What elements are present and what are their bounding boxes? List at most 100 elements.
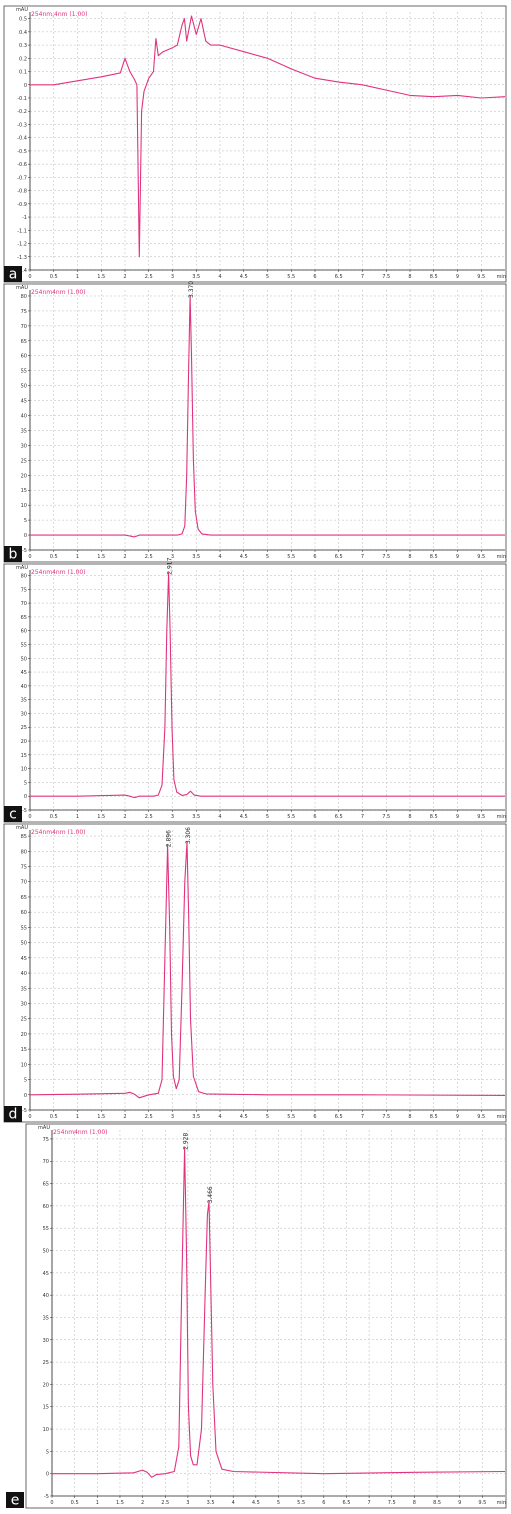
x-tick-label: 4.5 bbox=[240, 814, 248, 820]
x-tick-label: 1.5 bbox=[116, 1500, 124, 1506]
y-tick-label: 55 bbox=[21, 369, 27, 375]
x-tick-label: 1.5 bbox=[97, 274, 105, 280]
y-tick-label: 60 bbox=[21, 910, 27, 916]
x-tick-label: 9 bbox=[456, 554, 459, 560]
x-tick-label: 7 bbox=[361, 1114, 364, 1120]
y-tick-label: 25 bbox=[43, 1360, 49, 1366]
y-tick-label: 0 bbox=[46, 1472, 49, 1478]
y-tick-label: 70 bbox=[21, 601, 27, 607]
y-tick-label: 25 bbox=[21, 1017, 27, 1023]
y-tick-label: 15 bbox=[21, 753, 27, 759]
y-tick-label: -0.9 bbox=[17, 202, 27, 208]
x-tick-label: 1 bbox=[76, 1114, 79, 1120]
x-tick-label: 4.5 bbox=[240, 1114, 248, 1120]
x-tick-label: 0 bbox=[28, 1114, 31, 1120]
x-tick-label: 2 bbox=[123, 1114, 126, 1120]
x-tick-label: 8.5 bbox=[430, 554, 438, 560]
x-tick-label: 7 bbox=[361, 814, 364, 820]
y-tick-label: 50 bbox=[21, 656, 27, 662]
y-tick-label: 50 bbox=[43, 1249, 49, 1255]
x-tick-label: 7 bbox=[361, 274, 364, 280]
x-tick-label: 4.5 bbox=[240, 554, 248, 560]
x-tick-label: 3.5 bbox=[192, 554, 200, 560]
peak-label: 2.896 bbox=[166, 830, 173, 847]
panel-frame bbox=[3, 563, 507, 823]
x-tick-label: 8 bbox=[408, 1114, 411, 1120]
y-tick-label: 15 bbox=[21, 1047, 27, 1053]
y-tick-label: -5 bbox=[22, 808, 27, 814]
y-tick-label: -1.4 bbox=[17, 268, 27, 274]
x-tick-label: 6.5 bbox=[335, 814, 343, 820]
y-tick-label: 10 bbox=[43, 1427, 49, 1433]
x-tick-label: 2.5 bbox=[145, 1114, 153, 1120]
y-tick-label: -0.7 bbox=[17, 175, 27, 181]
panel-frame bbox=[3, 283, 507, 563]
series-line bbox=[30, 295, 505, 538]
y-tick-label: 40 bbox=[21, 684, 27, 690]
y-tick-label: 0 bbox=[24, 1093, 27, 1099]
y-tick-label: 40 bbox=[43, 1293, 49, 1299]
y-tick-label: 20 bbox=[21, 1032, 27, 1038]
y-tick-label: -5 bbox=[22, 548, 27, 554]
x-axis-label: min bbox=[497, 1500, 506, 1506]
x-axis-label: min bbox=[497, 274, 506, 280]
y-tick-label: 70 bbox=[21, 880, 27, 886]
x-tick-label: 0 bbox=[28, 274, 31, 280]
x-tick-label: 0.5 bbox=[50, 1114, 58, 1120]
y-tick-label: 50 bbox=[21, 384, 27, 390]
x-tick-label: 9 bbox=[456, 814, 459, 820]
x-tick-label: 1.5 bbox=[97, 814, 105, 820]
x-tick-label: 7.5 bbox=[388, 1500, 396, 1506]
x-tick-label: 0.5 bbox=[71, 1500, 79, 1506]
x-tick-label: 1 bbox=[76, 274, 79, 280]
x-tick-label: 6.5 bbox=[335, 274, 343, 280]
x-tick-label: 2.5 bbox=[145, 554, 153, 560]
y-tick-label: 70 bbox=[21, 324, 27, 330]
x-tick-label: 3.5 bbox=[207, 1500, 215, 1506]
x-tick-label: 1.5 bbox=[97, 1114, 105, 1120]
y-tick-label: 0 bbox=[24, 794, 27, 800]
y-tick-label: -0.8 bbox=[17, 189, 27, 195]
y-tick-label: -0.2 bbox=[17, 109, 27, 115]
y-tick-label: -0.3 bbox=[17, 122, 27, 128]
x-tick-label: 3 bbox=[171, 274, 174, 280]
x-tick-label: 2.5 bbox=[145, 274, 153, 280]
x-tick-label: 8.5 bbox=[433, 1500, 441, 1506]
y-tick-label: 0.4 bbox=[19, 30, 27, 36]
x-tick-label: 8 bbox=[408, 274, 411, 280]
y-tick-label: 0.5 bbox=[19, 17, 27, 23]
x-tick-label: 0.5 bbox=[50, 554, 58, 560]
y-tick-label: 45 bbox=[21, 399, 27, 405]
panel-label-box bbox=[4, 266, 22, 282]
y-tick-label: 0 bbox=[24, 83, 27, 89]
x-axis-label: min bbox=[497, 554, 506, 560]
x-tick-label: 0.5 bbox=[50, 274, 58, 280]
y-tick-label: 75 bbox=[21, 865, 27, 871]
x-tick-label: 5 bbox=[277, 1500, 280, 1506]
y-tick-label: 0 bbox=[24, 533, 27, 539]
y-tick-label: -5 bbox=[22, 1108, 27, 1114]
x-tick-label: 1.5 bbox=[97, 554, 105, 560]
x-tick-label: 0.5 bbox=[50, 814, 58, 820]
x-tick-label: 2 bbox=[123, 814, 126, 820]
panel-label-box bbox=[4, 546, 22, 562]
panel-label: c bbox=[9, 807, 17, 823]
x-tick-label: 4 bbox=[218, 554, 221, 560]
y-tick-label: 85 bbox=[21, 834, 27, 840]
x-tick-label: 9.5 bbox=[477, 274, 485, 280]
y-tick-label: 20 bbox=[21, 739, 27, 745]
trace-label: 254nm4nm (1.00) bbox=[31, 289, 86, 296]
trace-label: 254nm4nm (1.00) bbox=[31, 569, 86, 576]
x-tick-label: 6 bbox=[313, 814, 316, 820]
x-tick-label: 8.5 bbox=[430, 1114, 438, 1120]
x-tick-label: 6.5 bbox=[335, 1114, 343, 1120]
x-tick-label: 2.5 bbox=[145, 814, 153, 820]
y-tick-label: -0.4 bbox=[17, 136, 27, 142]
trace-label: 254nm,4nm (1.00) bbox=[31, 11, 87, 18]
x-tick-label: 8.5 bbox=[430, 814, 438, 820]
y-unit-label: mAU bbox=[16, 285, 28, 291]
y-tick-label: 20 bbox=[21, 473, 27, 479]
y-tick-label: 30 bbox=[21, 443, 27, 449]
y-tick-label: 55 bbox=[43, 1226, 49, 1232]
